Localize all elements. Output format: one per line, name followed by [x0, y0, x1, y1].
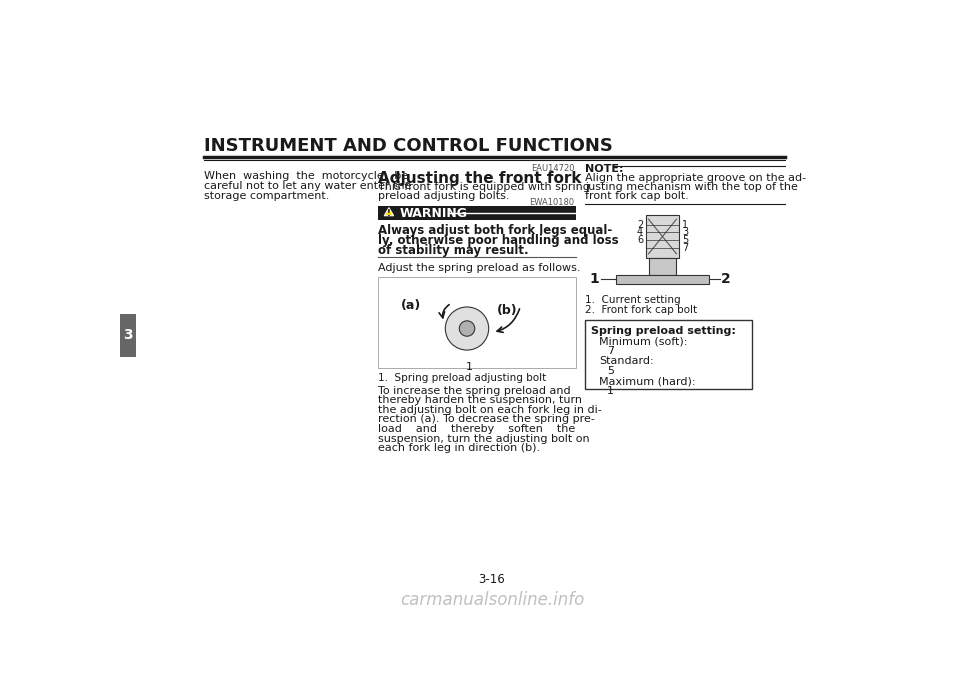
Text: (b): (b): [496, 304, 517, 317]
Text: Spring preload setting:: Spring preload setting:: [591, 326, 736, 336]
Text: 5: 5: [607, 366, 613, 376]
Text: carmanualsonline.info: carmanualsonline.info: [400, 591, 584, 609]
Text: rection (a). To decrease the spring pre-: rection (a). To decrease the spring pre-: [378, 414, 595, 424]
Text: Adjust the spring preload as follows.: Adjust the spring preload as follows.: [378, 263, 581, 273]
Text: load    and    thereby    soften    the: load and thereby soften the: [378, 424, 575, 434]
Text: storage compartment.: storage compartment.: [204, 191, 329, 201]
Text: 5: 5: [682, 235, 688, 245]
Text: Maximum (hard):: Maximum (hard):: [599, 376, 695, 386]
Text: ly, otherwise poor handling and loss: ly, otherwise poor handling and loss: [378, 234, 618, 247]
Text: 7: 7: [607, 346, 613, 356]
Polygon shape: [384, 207, 394, 216]
Text: 7: 7: [682, 243, 688, 253]
Text: INSTRUMENT AND CONTROL FUNCTIONS: INSTRUMENT AND CONTROL FUNCTIONS: [204, 136, 612, 155]
Text: !: !: [387, 209, 391, 218]
Text: 3: 3: [682, 227, 688, 237]
Text: WARNING: WARNING: [399, 207, 468, 220]
Text: of stability may result.: of stability may result.: [378, 244, 529, 257]
Text: 1: 1: [682, 220, 688, 230]
Text: Always adjust both fork legs equal-: Always adjust both fork legs equal-: [378, 224, 612, 237]
Bar: [585, 320, 752, 389]
Text: This front fork is equipped with spring: This front fork is equipped with spring: [378, 182, 590, 193]
Text: justing mechanism with the top of the: justing mechanism with the top of the: [585, 182, 798, 193]
Text: Align the appropriate groove on the ad-: Align the appropriate groove on the ad-: [585, 173, 806, 183]
Circle shape: [445, 307, 489, 350]
Text: the adjusting bolt on each fork leg in di-: the adjusting bolt on each fork leg in d…: [378, 405, 602, 415]
Text: (a): (a): [401, 298, 421, 311]
Text: each fork leg in direction (b).: each fork leg in direction (b).: [378, 443, 540, 454]
Text: 6: 6: [637, 235, 643, 245]
Text: 2: 2: [721, 273, 731, 286]
Bar: [378, 206, 576, 220]
Bar: [378, 277, 576, 367]
Text: 4: 4: [637, 227, 643, 237]
Bar: [649, 258, 676, 275]
Text: 3-16: 3-16: [479, 573, 505, 586]
Text: 1.  Spring preload adjusting bolt: 1. Spring preload adjusting bolt: [378, 373, 546, 383]
Text: NOTE:: NOTE:: [585, 164, 623, 174]
Bar: [646, 216, 679, 258]
Text: 1.  Current setting: 1. Current setting: [585, 296, 681, 305]
Circle shape: [459, 321, 475, 336]
Text: careful not to let any water enter the: careful not to let any water enter the: [204, 182, 411, 191]
Text: Minimum (soft):: Minimum (soft):: [599, 336, 687, 346]
Text: EWA10180: EWA10180: [529, 197, 574, 207]
Text: suspension, turn the adjusting bolt on: suspension, turn the adjusting bolt on: [378, 434, 589, 443]
Text: thereby harden the suspension, turn: thereby harden the suspension, turn: [378, 395, 582, 405]
Text: 1: 1: [589, 273, 599, 286]
Text: Adjusting the front fork: Adjusting the front fork: [378, 172, 582, 186]
Text: 1: 1: [607, 386, 613, 396]
Text: EAU14720: EAU14720: [531, 164, 574, 173]
Text: 2.  Front fork cap bolt: 2. Front fork cap bolt: [585, 305, 697, 315]
Text: Standard:: Standard:: [599, 356, 654, 366]
Text: 3: 3: [123, 328, 132, 342]
Bar: [616, 275, 709, 284]
Text: When  washing  the  motorcycle,  be: When washing the motorcycle, be: [204, 172, 408, 182]
Text: 1: 1: [466, 361, 472, 372]
Text: To increase the spring preload and: To increase the spring preload and: [378, 386, 570, 395]
Text: preload adjusting bolts.: preload adjusting bolts.: [378, 191, 510, 201]
Text: front fork cap bolt.: front fork cap bolt.: [585, 191, 689, 201]
Text: 2: 2: [636, 220, 643, 230]
Bar: [120, 315, 135, 357]
